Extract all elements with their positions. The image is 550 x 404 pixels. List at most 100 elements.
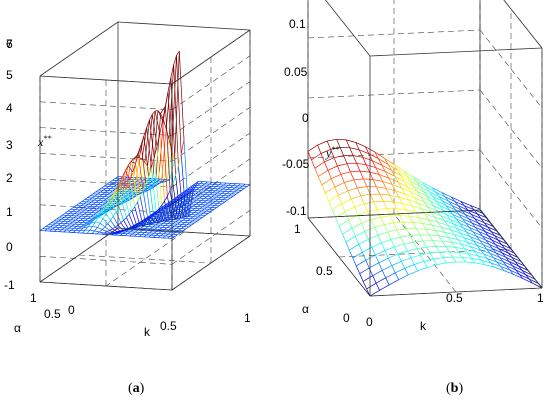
surface-segment [186, 201, 190, 204]
surface-segment [438, 235, 449, 238]
surface-segment [478, 231, 489, 237]
surface-segment [175, 195, 179, 198]
surface-segment [413, 240, 424, 243]
surface-segment [458, 252, 463, 258]
surface-segment [486, 248, 497, 254]
surface-segment [68, 225, 73, 229]
surface-segment [151, 182, 156, 186]
surface-segment [202, 215, 206, 218]
surface-segment [197, 193, 201, 197]
surface-segment [462, 218, 467, 224]
surface-segment [158, 210, 162, 213]
surface-segment [401, 187, 412, 193]
surface-segment [495, 244, 500, 249]
surface-segment [528, 278, 539, 284]
surface-segment [458, 205, 468, 211]
surface-segment [153, 157, 160, 209]
surface-segment [191, 222, 195, 226]
surface-segment [375, 277, 386, 284]
surface-segment [318, 170, 329, 177]
surface-segment [387, 229, 398, 233]
surface-segment [501, 244, 506, 249]
surface-segment [454, 247, 459, 253]
surface-segment [189, 185, 193, 188]
surface-segment [461, 257, 466, 263]
surface-segment [167, 77, 172, 92]
surface-segment [327, 170, 332, 179]
surface-segment [381, 270, 387, 278]
surface-segment [337, 163, 348, 167]
surface-segment [168, 217, 172, 220]
surface-segment [215, 188, 219, 192]
surface-segment [203, 196, 208, 199]
surface-segment [127, 165, 134, 173]
surface-segment [438, 196, 443, 202]
surface-segment [42, 226, 46, 229]
surface-segment [494, 266, 504, 271]
surface-segment [204, 206, 208, 210]
surface-segment [151, 114, 158, 147]
surface-segment [387, 231, 392, 240]
surface-segment [410, 180, 421, 187]
surface-segment [362, 246, 373, 253]
surface-segment [463, 237, 468, 243]
surface-segment [411, 205, 422, 210]
surface-segment [432, 196, 443, 202]
surface-segment [183, 213, 187, 217]
surface-segment [191, 197, 195, 201]
surface-segment [459, 223, 470, 228]
surface-segment [406, 175, 417, 183]
surface-segment [342, 233, 347, 243]
surface-segment [101, 185, 105, 189]
surface-segment [139, 157, 143, 160]
surface-segment [217, 201, 221, 204]
surface-segment [349, 244, 360, 251]
surface-segment [167, 201, 171, 204]
surface-segment [356, 187, 362, 196]
surface-segment [390, 236, 401, 240]
surface-segment [397, 250, 408, 255]
surface-segment [434, 217, 439, 223]
surface-segment [403, 241, 414, 245]
surface-segment [53, 229, 58, 232]
surface-segment [55, 220, 59, 224]
surface-segment [185, 205, 189, 209]
surface-segment [194, 216, 199, 220]
surface-segment [401, 187, 406, 195]
surface-segment [388, 177, 399, 183]
surface-segment [207, 190, 211, 193]
surface-segment [525, 274, 536, 280]
surface-segment [143, 127, 148, 137]
surface-segment [375, 167, 386, 172]
surface-segment [320, 149, 331, 154]
surface-segment [228, 193, 232, 197]
surface-segment [190, 205, 194, 209]
surface-segment [80, 227, 84, 231]
surface-segment [118, 206, 124, 221]
surface-segment [183, 224, 187, 227]
surface-segment [191, 208, 196, 211]
surface-segment [362, 157, 367, 165]
surface-segment [403, 170, 408, 177]
surface-segment [154, 226, 158, 230]
grid-line [479, 29, 543, 109]
surface-segment [433, 205, 438, 212]
surface-segment [450, 229, 461, 234]
surface-segment [178, 51, 185, 140]
plot-a-z-tick: 6 [6, 37, 13, 51]
surface-segment [134, 201, 138, 207]
surface-segment [99, 194, 103, 197]
surface-segment [215, 199, 219, 202]
surface-segment [475, 227, 480, 232]
surface-segment [511, 257, 516, 262]
surface-segment [188, 214, 192, 217]
surface-segment [333, 155, 344, 159]
surface-segment [165, 106, 171, 191]
surface-segment [158, 205, 162, 210]
surface-segment [447, 225, 452, 231]
surface-segment [126, 180, 131, 188]
surface-segment [229, 189, 233, 192]
surface-segment [101, 226, 106, 230]
surface-segment [449, 219, 454, 225]
surface-segment [105, 207, 111, 213]
